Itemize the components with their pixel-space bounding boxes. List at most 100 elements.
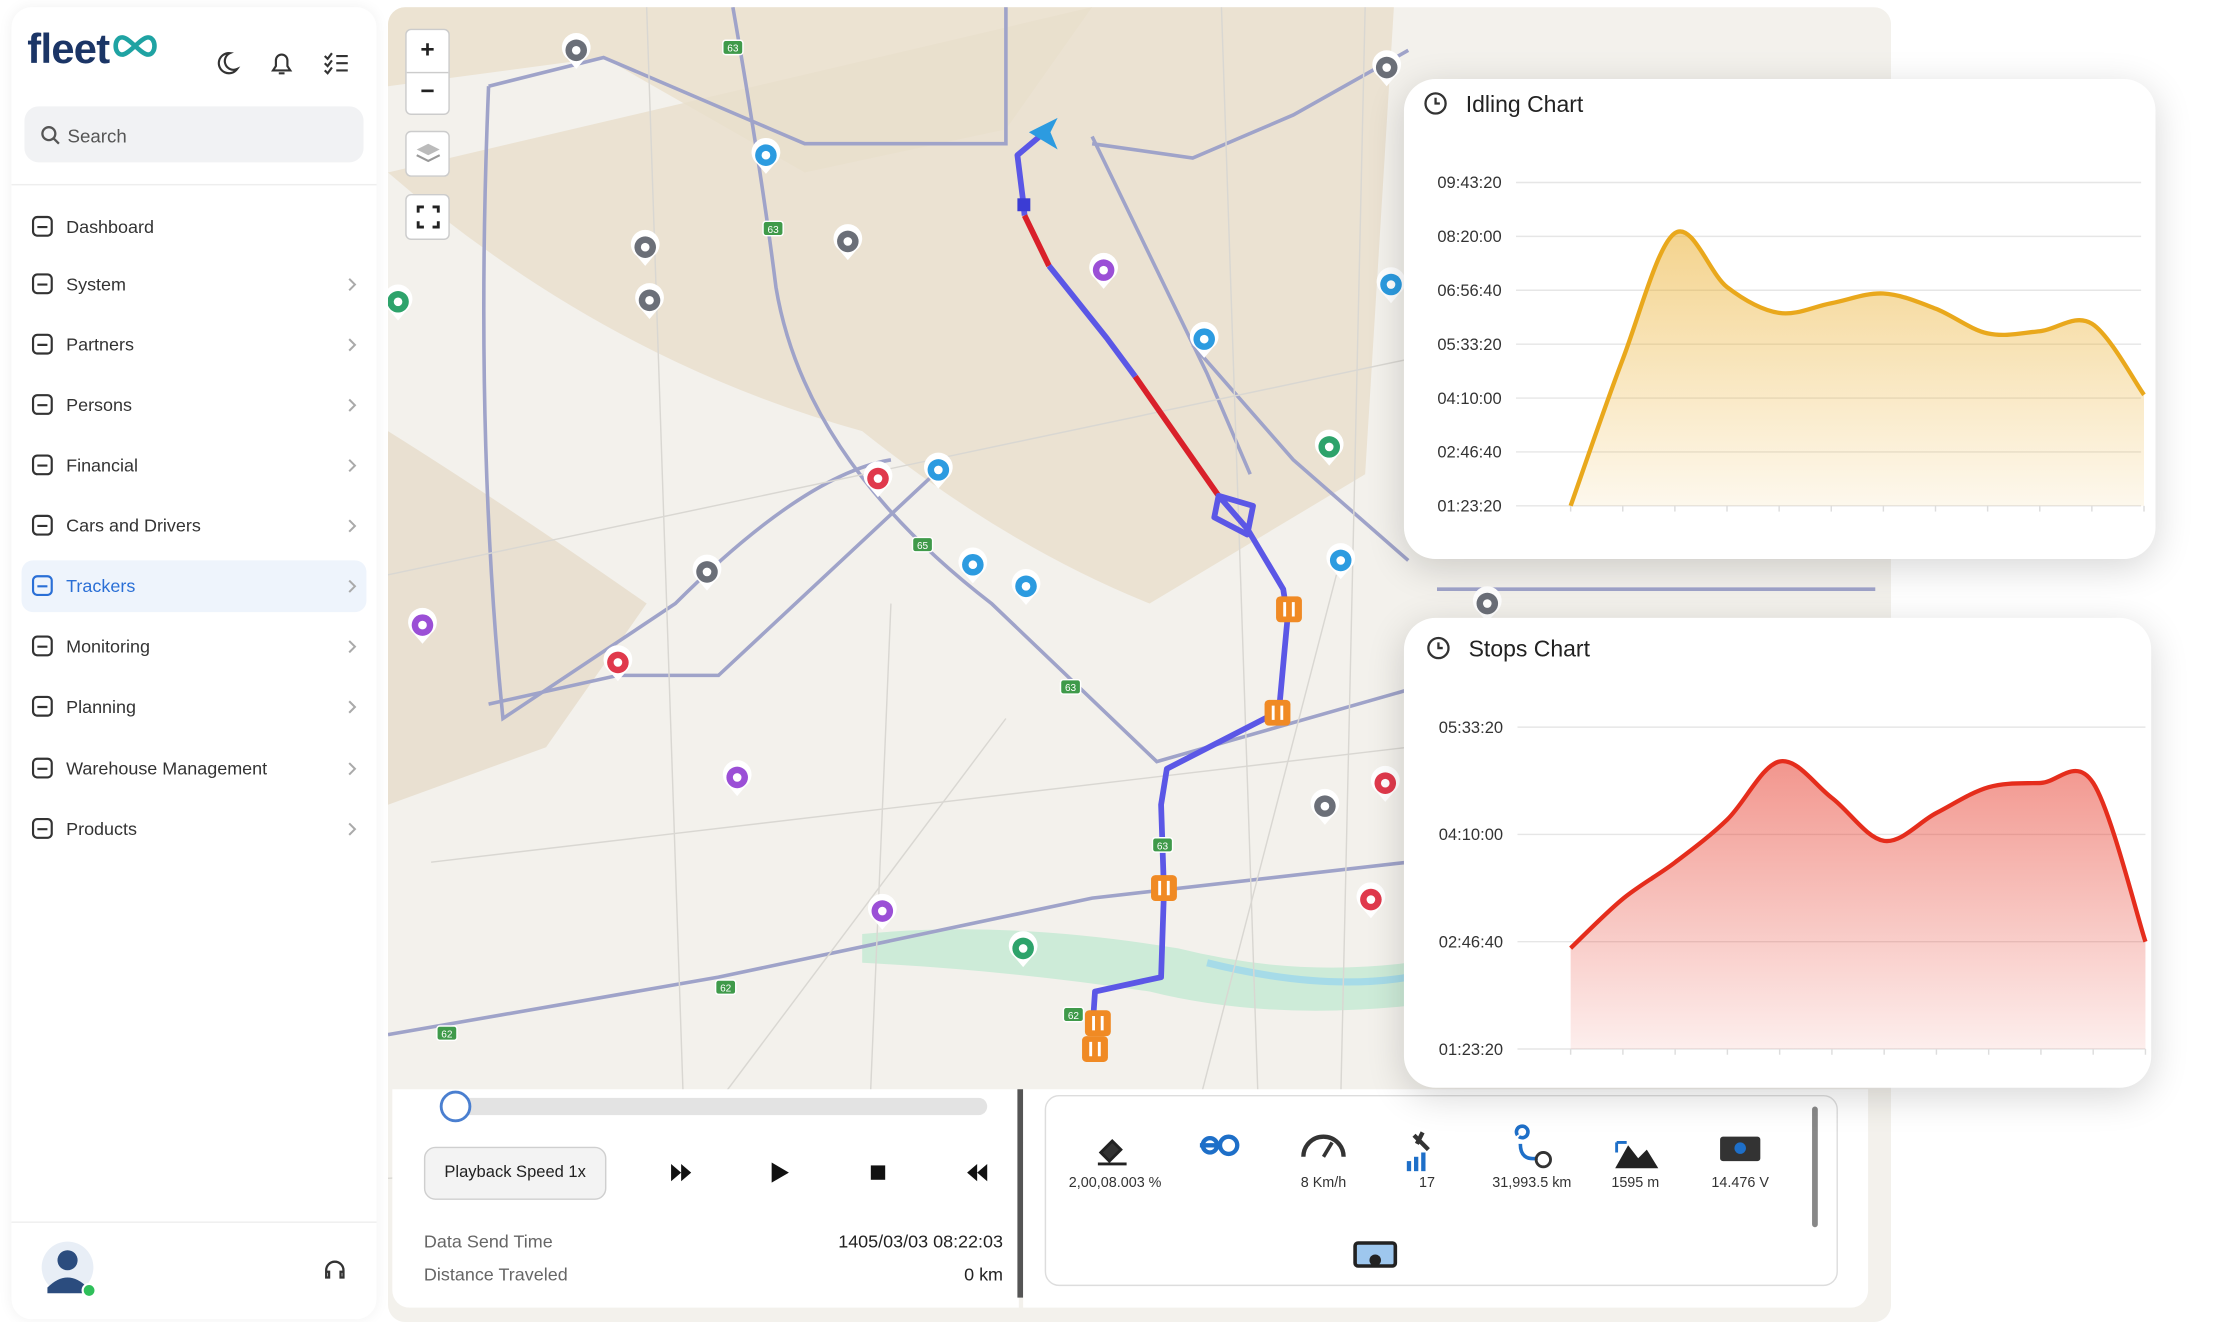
map-marker[interactable] <box>1326 543 1356 580</box>
y-tick-label: 08:20:00 <box>1437 227 1501 246</box>
progress-track[interactable] <box>454 1097 988 1116</box>
field-value: 1405/03/03 08:22:03 <box>838 1231 1004 1252</box>
map-marker[interactable] <box>722 760 752 797</box>
header-icons[interactable] <box>213 49 357 78</box>
logo[interactable]: fleet <box>27 27 161 74</box>
menu-item[interactable]: Products <box>22 803 367 855</box>
map-marker[interactable] <box>1008 931 1038 968</box>
divider <box>11 1221 377 1223</box>
menu-item[interactable]: Warehouse Management <box>22 743 367 795</box>
map-marker[interactable] <box>958 547 988 584</box>
menu-icon <box>31 333 53 355</box>
map-marker[interactable] <box>635 283 664 320</box>
play[interactable] <box>771 1162 789 1183</box>
map-marker[interactable] <box>1310 788 1340 825</box>
map-marker[interactable] <box>1372 50 1402 87</box>
clock-face <box>1427 636 1450 660</box>
stop-box <box>1084 1010 1111 1037</box>
fullscreen-button[interactable] <box>405 193 450 240</box>
clock-icon <box>1427 636 1450 660</box>
map-marker[interactable] <box>561 33 591 69</box>
menu-icon <box>31 514 53 536</box>
chevron <box>348 338 357 352</box>
map-marker[interactable] <box>1011 569 1041 605</box>
stop[interactable] <box>870 1165 886 1180</box>
map-marker[interactable] <box>867 893 897 930</box>
road-shield <box>722 39 744 56</box>
map-marker[interactable] <box>833 224 863 261</box>
avatar[interactable] <box>40 1239 97 1299</box>
menu-label: Dashboard <box>66 216 154 238</box>
field-value: 0 km <box>964 1264 1004 1285</box>
scrollbar[interactable] <box>1812 1106 1818 1228</box>
zoom-control: + − <box>405 28 450 115</box>
map-marker[interactable] <box>1376 267 1406 304</box>
menu-item[interactable]: Planning <box>22 681 367 733</box>
map-marker[interactable] <box>863 461 893 498</box>
stop-marker[interactable] <box>1264 699 1291 726</box>
map-marker[interactable] <box>1189 321 1219 358</box>
road-label: 63 <box>1157 841 1169 852</box>
stat-value: 8 Km/h <box>1300 1175 1347 1192</box>
marker-core <box>418 620 427 630</box>
speed-button[interactable]: Playback Speed 1x <box>423 1146 607 1200</box>
stop-marker[interactable] <box>1082 1036 1108 1062</box>
stop-glyph <box>1092 1015 1104 1031</box>
road-label: 63 <box>727 44 739 55</box>
map-marker[interactable] <box>1370 765 1400 802</box>
menu-item[interactable]: Trackers <box>21 560 367 613</box>
menu-item[interactable]: Monitoring <box>22 621 367 673</box>
menu-item[interactable]: Financial <box>22 440 367 492</box>
map-marker[interactable] <box>1472 586 1502 623</box>
road-label: 63 <box>768 225 780 236</box>
map-marker[interactable] <box>692 554 722 591</box>
search-box[interactable]: Search <box>24 106 364 163</box>
stop-marker[interactable] <box>1084 1010 1111 1037</box>
stat-value: 31,993.5 km <box>1492 1175 1572 1192</box>
fast-forward[interactable] <box>671 1163 692 1182</box>
menu-icon <box>31 695 53 717</box>
layers-button[interactable] <box>405 130 450 177</box>
map-marker[interactable] <box>408 607 437 644</box>
menu-icon <box>31 454 53 476</box>
menu-item[interactable]: Partners <box>22 319 367 371</box>
map-marker[interactable] <box>630 229 660 266</box>
field-label: Distance Traveled <box>423 1264 568 1285</box>
stop-box <box>1276 596 1302 623</box>
support-icon[interactable] <box>322 1257 348 1283</box>
y-tick-label: 02:46:40 <box>1439 932 1503 951</box>
chevron <box>348 579 357 593</box>
map-marker[interactable] <box>923 452 953 489</box>
marker-core <box>1199 334 1209 344</box>
menu-icon <box>31 575 53 596</box>
marker-core <box>1482 599 1492 608</box>
stop-box <box>1082 1036 1108 1062</box>
map-marker[interactable] <box>387 284 413 321</box>
marker-core <box>1320 801 1330 811</box>
map-marker[interactable] <box>1356 882 1386 919</box>
map-marker[interactable] <box>751 137 781 174</box>
marker-core <box>640 242 650 252</box>
marker-core <box>843 237 853 246</box>
stop-marker[interactable] <box>1276 596 1302 623</box>
zoom-out[interactable]: − <box>420 77 435 105</box>
marker-core <box>1366 895 1376 904</box>
marker-core <box>878 906 887 916</box>
rewind[interactable] <box>967 1163 988 1182</box>
menu-item[interactable]: Cars and Drivers <box>22 500 367 552</box>
stop-marker[interactable] <box>1151 875 1177 901</box>
stat-value: 2,00,08.003 % <box>1068 1175 1162 1192</box>
map-marker[interactable] <box>1089 252 1118 289</box>
marker-core <box>1382 63 1392 72</box>
map-marker[interactable] <box>603 645 633 682</box>
menu-label: Products <box>66 819 138 840</box>
map-marker[interactable] <box>1314 429 1344 466</box>
menu-item[interactable]: Persons <box>22 379 367 431</box>
stat-value: 1595 m <box>1611 1175 1660 1192</box>
progress-knob[interactable] <box>439 1090 472 1123</box>
menu-item[interactable]: Dashboard <box>22 201 367 253</box>
menu-item[interactable]: System <box>22 259 367 311</box>
marker-core <box>571 45 581 55</box>
road-shield <box>1151 837 1174 853</box>
zoom-in[interactable]: + <box>406 30 449 74</box>
